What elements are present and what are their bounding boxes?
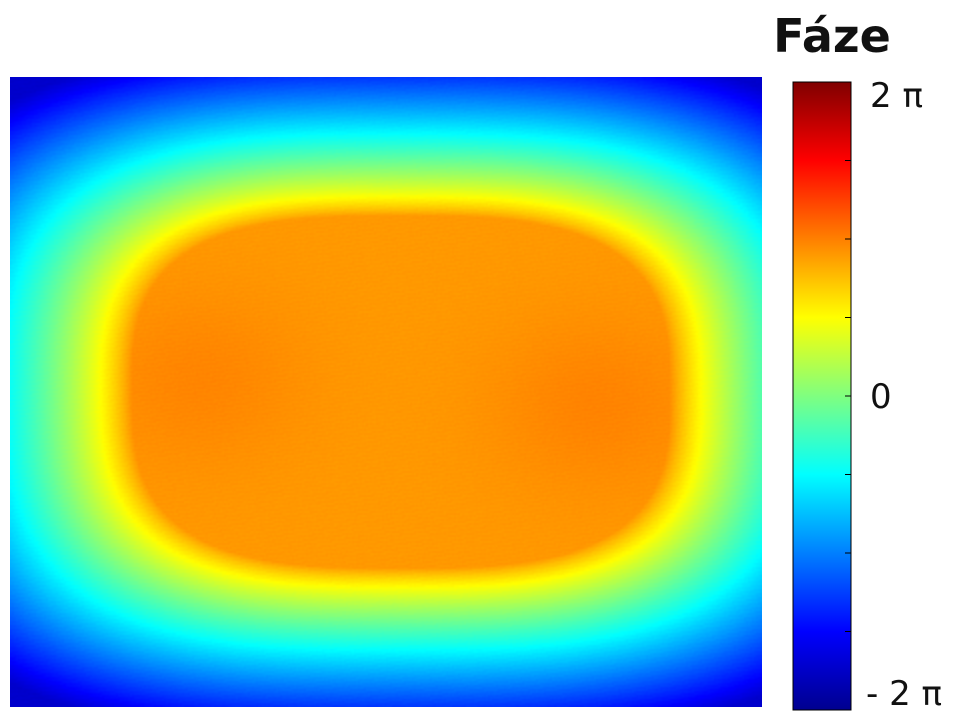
colorbar-title: Fáze	[773, 9, 891, 63]
phase-map	[10, 77, 762, 707]
tick-label-middle: 0	[870, 377, 892, 417]
tick-label-top: 2 π	[870, 76, 923, 116]
colorbar-ticks	[845, 160, 851, 632]
tick-label-bottom: - 2 π	[866, 674, 942, 714]
colorbar	[792, 81, 852, 711]
phase-map-canvas	[10, 77, 762, 707]
colorbar-gradient	[792, 81, 852, 711]
